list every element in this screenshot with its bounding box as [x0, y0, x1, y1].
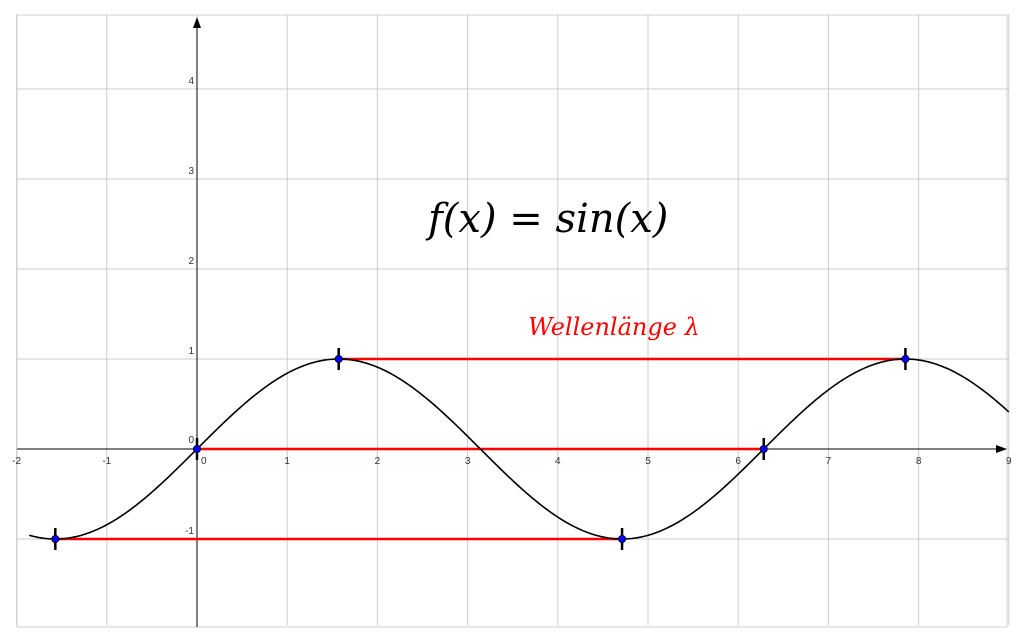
key-points [51, 348, 910, 550]
plot-frame [16, 14, 1008, 628]
x-tick-label: 6 [735, 456, 741, 467]
function-label: f(x) = sin(x) [428, 196, 669, 242]
x-tick-label: 1 [284, 456, 290, 467]
y-tick-label: 2 [188, 256, 194, 267]
x-tick-label: -1 [102, 456, 111, 467]
y-tick-label: 0 [188, 435, 194, 446]
x-axis-arrow [996, 445, 1007, 453]
x-tick-label: 0 [201, 456, 207, 467]
x-tick-label: 4 [555, 456, 561, 467]
sine-curve [29, 358, 1010, 540]
y-axis-arrow [193, 17, 201, 28]
wavelength-label: Wellenlänge λ [528, 313, 700, 341]
x-tick-label: 7 [826, 456, 832, 467]
y-tick-label: 1 [188, 346, 194, 357]
x-tick-label: 3 [465, 456, 471, 467]
y-tick-label: 4 [188, 76, 194, 87]
data-point [759, 444, 768, 453]
x-tick-label: 2 [375, 456, 381, 467]
x-tick-label: 5 [645, 456, 651, 467]
data-point [901, 354, 910, 363]
y-tick-label: 3 [188, 166, 194, 177]
data-point [51, 535, 60, 544]
data-point [192, 444, 201, 453]
data-point [618, 535, 627, 544]
x-tick-label: 8 [916, 456, 922, 467]
tick-labels: -2 -1 1 2 3 4 5 6 7 8 9 0 -1 0 1 2 3 4 [12, 76, 1012, 537]
data-point [334, 354, 343, 363]
x-tick-label: -2 [12, 456, 21, 467]
y-tick-label: -1 [185, 526, 194, 537]
x-tick-label: 9 [1006, 456, 1012, 467]
